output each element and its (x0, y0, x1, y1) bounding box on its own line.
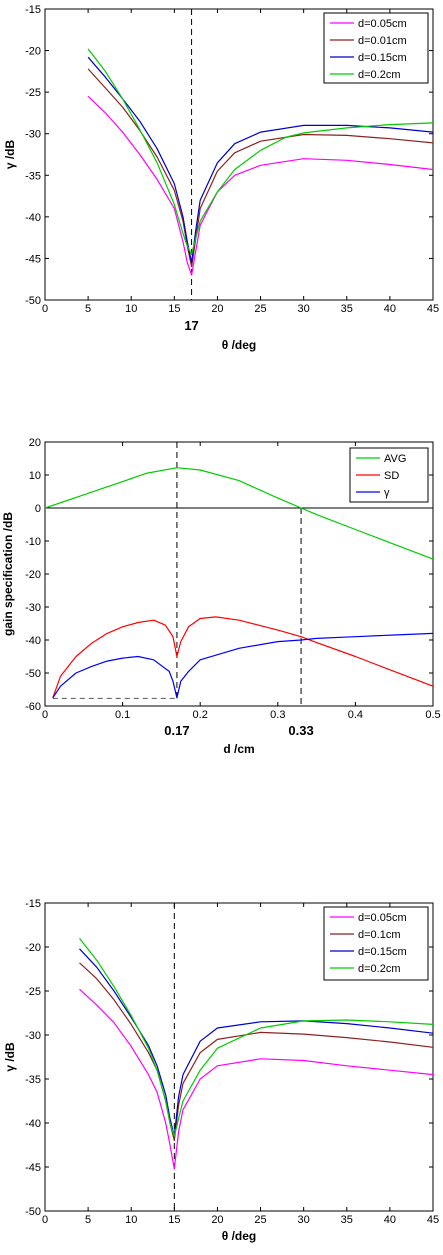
legend-entry: d=0.05cm (358, 18, 407, 30)
series-line-1 (79, 962, 434, 1142)
y-tick-label: -50 (25, 1206, 41, 1218)
x-tick-label: 0.1 (115, 709, 130, 721)
x-tick-label: 20 (211, 1214, 223, 1226)
x-tick-label: 10 (125, 1214, 137, 1226)
y-tick-label: -30 (25, 1030, 41, 1042)
x-axis-label: θ /deg (222, 338, 257, 352)
x-tick-label: 0.5 (425, 709, 440, 721)
x-tick-label: 15 (168, 303, 180, 315)
legend-entry: d=0.05cm (358, 912, 407, 924)
x-tick-label: 25 (254, 1214, 266, 1226)
x-tick-label: 40 (384, 303, 396, 315)
x-tick-label: 45 (427, 303, 439, 315)
legend-entry: SD (384, 470, 399, 482)
x-tick-label: 35 (341, 1214, 353, 1226)
legend-entry: d=0.2cm (358, 963, 401, 975)
series-line-3 (79, 937, 434, 1137)
y-tick-label: -45 (25, 253, 41, 265)
y-tick-label: -40 (25, 212, 41, 224)
y-tick-label: -15 (25, 4, 41, 16)
chart-gamma-vs-theta-top: 0 5 10 15 20 25 30 35 40 45 -15 -20 -25 -30 -35 -40 -45 -… (3, 4, 439, 352)
y-tick-label: 20 (29, 437, 41, 449)
x-tick-label: 30 (298, 1214, 310, 1226)
y-tick-label: -50 (25, 668, 41, 680)
y-tick-label: 0 (35, 503, 41, 515)
x-callout-label: 0.17 (164, 723, 189, 738)
x-callout-label: 17 (184, 318, 198, 333)
x-tick-label: 5 (85, 303, 91, 315)
series-line-2 (52, 632, 434, 699)
series-line-3 (87, 48, 434, 255)
y-axis-label: γ /dB (3, 140, 17, 170)
x-tick-label: 0.2 (193, 709, 208, 721)
x-tick-label: 0.3 (270, 709, 285, 721)
series-line-0 (79, 988, 434, 1170)
y-tick-label: -10 (25, 536, 41, 548)
y-tick-label: -20 (25, 569, 41, 581)
y-tick-label: -35 (25, 1074, 41, 1086)
y-tick-label: -15 (25, 898, 41, 910)
x-tick-label: 20 (211, 303, 223, 315)
x-tick-label: 30 (298, 303, 310, 315)
y-tick-label: -50 (25, 295, 41, 307)
x-tick-label: 5 (85, 1214, 91, 1226)
x-tick-label: 45 (427, 1214, 439, 1226)
x-axis-label: d /cm (223, 742, 254, 756)
x-axis-label: θ /deg (222, 1229, 257, 1243)
x-callout-label: 0.33 (288, 723, 313, 738)
y-tick-label: -35 (25, 170, 41, 182)
legend-entry: AVG (384, 453, 406, 465)
legend-box (323, 12, 429, 84)
y-tick-label: -40 (25, 635, 41, 647)
y-tick-label: -20 (25, 46, 41, 58)
y-tick-label: -60 (25, 701, 41, 713)
chart-gamma-vs-theta-bottom: 0 5 10 15 20 25 30 35 40 45 -15 -20 -25 -30 -35 -40 -45 -… (3, 898, 439, 1243)
legend-entry: d=0.01cm (358, 35, 407, 47)
series-line-1 (87, 68, 434, 268)
x-tick-label: 15 (168, 1214, 180, 1226)
legend-entry: d=0.15cm (358, 946, 407, 958)
x-tick-label: 10 (125, 303, 137, 315)
y-tick-label: -40 (25, 1118, 41, 1130)
series-line-0 (87, 95, 434, 276)
y-tick-label: -25 (25, 87, 41, 99)
chart-gain-vs-d: 0 0.1 0.2 0.3 0.4 0.5 20 10 0 -10 -20 -30 -40 -50 -60 0… (1, 437, 441, 756)
legend-entry: d=0.1cm (358, 929, 401, 941)
y-tick-label: -30 (25, 602, 41, 614)
y-tick-label: -20 (25, 942, 41, 954)
x-tick-label: 0 (42, 1214, 48, 1226)
y-tick-label: 10 (29, 470, 41, 482)
y-axis-label: γ /dB (3, 1042, 17, 1072)
y-tick-label: -45 (25, 1162, 41, 1174)
series-line-0 (44, 467, 434, 560)
legend-entry: d=0.2cm (358, 69, 401, 81)
x-tick-label: 35 (341, 303, 353, 315)
legend-entry: d=0.15cm (358, 52, 407, 64)
y-axis-label: gain specification /dB (1, 512, 15, 636)
x-tick-label: 0 (42, 709, 48, 721)
x-tick-label: 25 (254, 303, 266, 315)
legend-entry: γ (384, 487, 390, 499)
x-tick-label: 0 (42, 303, 48, 315)
x-tick-label: 40 (384, 1214, 396, 1226)
y-tick-label: -30 (25, 129, 41, 141)
y-tick-label: -25 (25, 986, 41, 998)
x-tick-label: 0.4 (348, 709, 363, 721)
